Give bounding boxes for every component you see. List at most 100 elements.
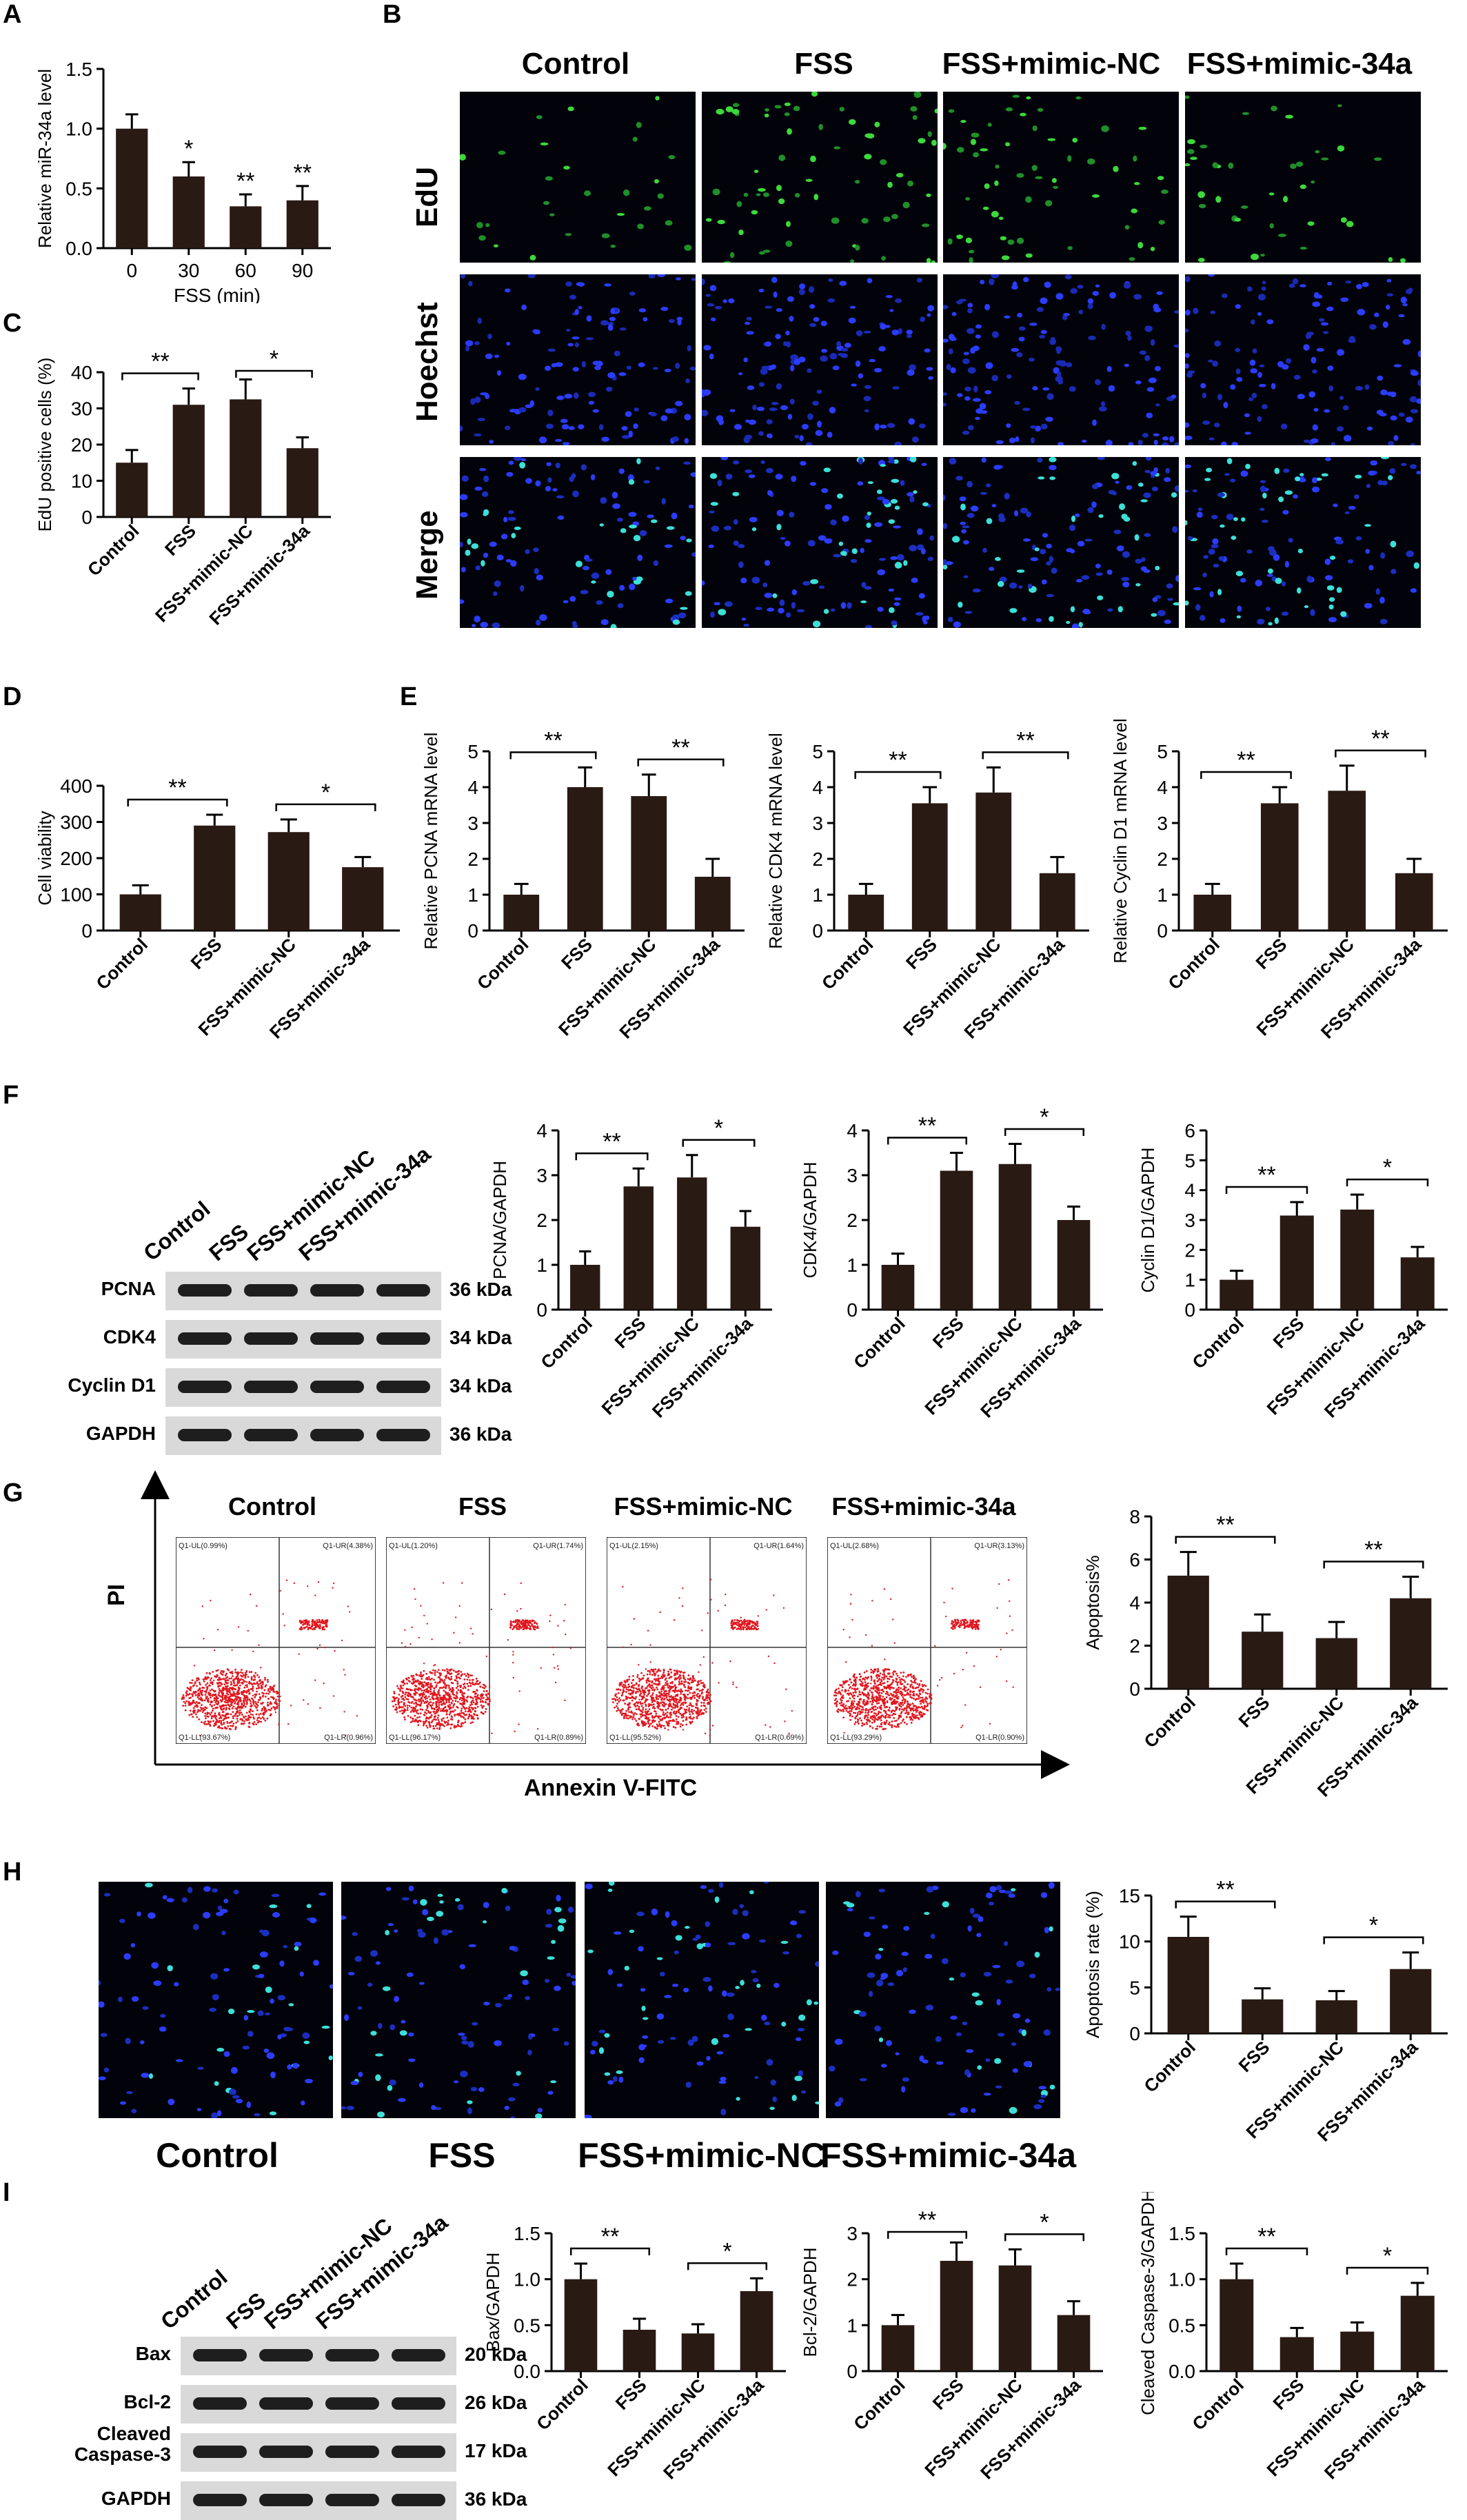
event-dot (630, 1644, 631, 1645)
event-dot (904, 1690, 907, 1692)
event-dot (639, 1679, 641, 1681)
event-dot (649, 1644, 651, 1645)
event-dot (963, 1627, 965, 1629)
event-dot (842, 1686, 844, 1688)
event-dot (636, 1683, 638, 1685)
event-dot (255, 1714, 257, 1716)
event-dot (854, 1685, 856, 1687)
event-dot (668, 1706, 669, 1707)
event-dot (888, 1714, 890, 1716)
event-dot (863, 1699, 865, 1701)
event-dot (654, 1700, 656, 1703)
event-dot (532, 1619, 534, 1621)
blot-band (193, 2349, 247, 2361)
x-tick-label: FSS (929, 1313, 968, 1352)
event-dot (464, 1718, 466, 1720)
event-dot (203, 1680, 205, 1683)
event-dot (634, 1698, 636, 1700)
event-dot (882, 1700, 884, 1703)
event-dot (472, 1683, 474, 1685)
event-dot (843, 1706, 845, 1708)
event-dot (441, 1720, 443, 1722)
event-dot (438, 1691, 440, 1694)
event-dot (638, 1664, 639, 1665)
event-dot (246, 1686, 248, 1688)
event-dot (210, 1693, 212, 1695)
g-x-axis-label: Annexin V-FITC (524, 1775, 697, 1802)
event-dot (232, 1694, 233, 1695)
event-dot (849, 1714, 851, 1716)
event-dot (975, 1626, 977, 1628)
event-dot (214, 1714, 216, 1716)
event-dot (869, 1708, 871, 1710)
event-dot (856, 1703, 858, 1705)
event-dot (640, 1696, 643, 1698)
event-dot (241, 1718, 243, 1720)
event-dot (850, 1681, 852, 1683)
h-title-mimic-nc: FSS+mimic-NC (574, 2135, 829, 2175)
event-dot (973, 1665, 975, 1667)
event-dot (683, 1677, 685, 1679)
event-dot (303, 1620, 305, 1622)
event-dot (227, 1713, 229, 1715)
event-dot (234, 1671, 236, 1674)
event-dot (635, 1687, 637, 1689)
bar (975, 793, 1011, 931)
event-dot (486, 1690, 488, 1692)
event-dot (834, 1691, 836, 1694)
event-dot (223, 1683, 225, 1685)
y-tick-label: 10 (1119, 1931, 1140, 1953)
event-dot (192, 1695, 194, 1697)
event-dot (836, 1705, 838, 1707)
event-dot (742, 1623, 745, 1625)
y-tick-label: 400 (60, 775, 92, 797)
event-dot (317, 1621, 319, 1623)
event-dot (520, 1583, 521, 1584)
event-dot (833, 1694, 836, 1696)
event-dot (842, 1710, 844, 1712)
event-dot (472, 1682, 474, 1684)
event-dot (279, 1696, 281, 1698)
event-dot (878, 1718, 880, 1720)
significance-star: * (270, 346, 279, 372)
event-dot (245, 1716, 247, 1718)
event-dot (456, 1693, 458, 1695)
event-dot (843, 1683, 845, 1685)
event-dot (873, 1680, 876, 1683)
event-dot (202, 1605, 203, 1607)
event-dot (871, 1727, 873, 1729)
event-dot (960, 1727, 962, 1728)
bar (1168, 1937, 1209, 2033)
event-dot (651, 1701, 654, 1703)
event-dot (243, 1687, 245, 1689)
event-dot (225, 1673, 227, 1675)
y-tick-label: 2 (847, 1210, 858, 1231)
significance-star: ** (168, 775, 186, 801)
event-dot (472, 1697, 474, 1699)
event-dot (433, 1687, 435, 1689)
event-dot (615, 1698, 617, 1700)
event-dot (693, 1678, 695, 1680)
event-dot (234, 1695, 236, 1697)
event-dot (443, 1681, 445, 1683)
significance-star: * (184, 136, 193, 162)
event-dot (188, 1687, 190, 1689)
event-dot (857, 1721, 859, 1723)
event-dot (215, 1698, 217, 1700)
event-dot (913, 1680, 915, 1682)
event-dot (642, 1715, 644, 1717)
event-dot (408, 1680, 410, 1682)
event-dot (275, 1711, 276, 1713)
event-dot (851, 1704, 853, 1706)
y-tick-label: 1 (1157, 884, 1168, 906)
event-dot (463, 1692, 465, 1694)
event-dot (204, 1694, 206, 1696)
event-dot (479, 1686, 481, 1688)
blot-band (259, 2349, 313, 2361)
event-dot (447, 1694, 449, 1696)
event-dot (1009, 1601, 1010, 1602)
event-dot (710, 1700, 712, 1703)
y-tick-label: 2 (467, 849, 478, 870)
event-dot (971, 1623, 973, 1625)
